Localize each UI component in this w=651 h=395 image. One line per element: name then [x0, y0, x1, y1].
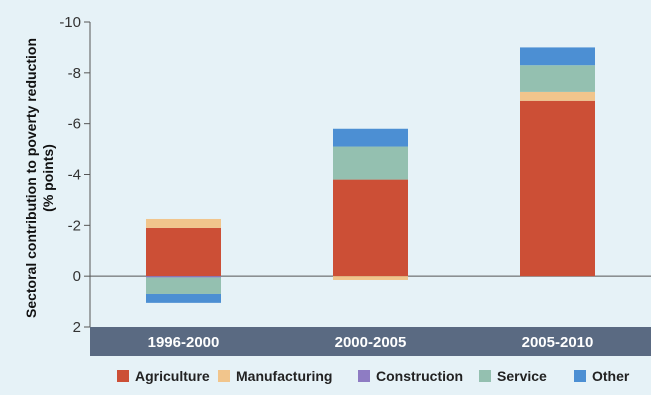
- y-tick-label: -8: [68, 65, 81, 82]
- y-tick-label: -6: [68, 116, 81, 133]
- legend-label: Manufacturing: [236, 368, 332, 384]
- bar-segment-agriculture: [146, 227, 221, 277]
- bar-segment-other: [333, 128, 408, 147]
- legend-swatch: [218, 370, 230, 382]
- legend-swatch: [358, 370, 370, 382]
- y-tick-label: -2: [68, 217, 81, 234]
- bar-segment-service: [333, 146, 408, 180]
- bar-segment-other: [146, 293, 221, 303]
- y-tick-label: -4: [68, 167, 81, 184]
- bar-segment-agriculture: [520, 100, 595, 277]
- legend-label: Other: [592, 368, 630, 384]
- legend: Agriculture Manufacturing Construction Serv…: [117, 368, 630, 384]
- y-axis-title-line2: (% points): [40, 144, 56, 212]
- category-labels: 1996-2000 2000-2005 2005-2010: [148, 334, 594, 351]
- bar-segment-manufacturing: [146, 218, 221, 228]
- bars: [146, 47, 595, 303]
- bar-segment-other: [520, 47, 595, 66]
- bar-segment-construction: [146, 276, 221, 278]
- category-band: [90, 327, 651, 356]
- bar-segment-agriculture: [333, 179, 408, 277]
- bar-segment-manufacturing: [333, 276, 408, 280]
- y-tick-label: 2: [73, 319, 81, 336]
- y-axis-title-line1: Sectoral contribution to poverty reducti…: [23, 38, 39, 318]
- legend-swatch: [479, 370, 491, 382]
- y-axis-title: Sectoral contribution to poverty reducti…: [23, 38, 56, 318]
- category-label: 2000-2005: [335, 334, 407, 351]
- category-label: 2005-2010: [522, 334, 594, 351]
- bar-segment-service: [520, 65, 595, 92]
- legend-swatch: [574, 370, 586, 382]
- legend-label: Agriculture: [135, 368, 210, 384]
- y-tick-label: -10: [59, 14, 81, 31]
- legend-swatch: [117, 370, 129, 382]
- bar-segment-manufacturing: [520, 91, 595, 101]
- bar-segment-service: [146, 277, 221, 294]
- category-label: 1996-2000: [148, 334, 220, 351]
- legend-label: Service: [497, 368, 547, 384]
- legend-label: Construction: [376, 368, 463, 384]
- y-axis-ticks: -10 -8 -6 -4 -2 0 2: [59, 14, 90, 336]
- y-tick-label: 0: [73, 268, 81, 285]
